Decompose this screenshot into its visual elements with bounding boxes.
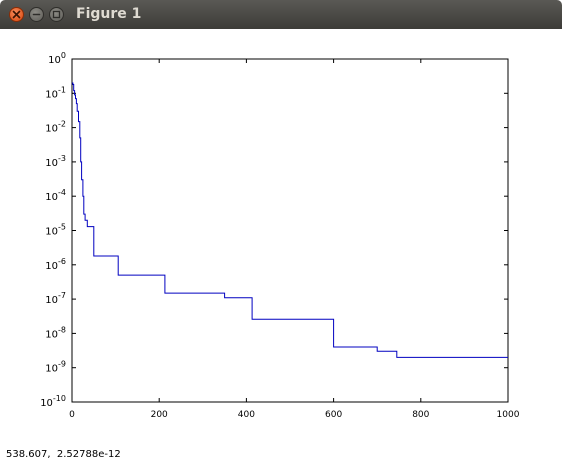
plot-canvas[interactable]: 0 200 400 600 800 1000 100 10-1 10-2 10-3 10-4 10-5…: [0, 29, 562, 447]
maximize-button[interactable]: [49, 7, 64, 22]
y-tick-label: 10-7: [45, 291, 66, 306]
y-tick-label: 10-10: [40, 394, 66, 409]
y-tick-label: 100: [48, 51, 66, 66]
x-tick-label: 400: [238, 410, 255, 420]
close-icon: [12, 10, 21, 19]
title-bar[interactable]: Figure 1: [0, 0, 562, 29]
x-tick-label: 1000: [497, 410, 520, 420]
y-tick-label: 10-9: [45, 360, 66, 375]
y-tick-label: 10-5: [45, 223, 66, 238]
window-title: Figure 1: [76, 6, 142, 22]
minimize-icon: [32, 10, 41, 19]
x-tick-label: 800: [412, 410, 429, 420]
close-button[interactable]: [9, 7, 24, 22]
minimize-button[interactable]: [29, 7, 44, 22]
x-tick-label: 0: [69, 410, 75, 420]
x-tick-label: 200: [151, 410, 168, 420]
y-tick-label: 10-3: [45, 154, 66, 169]
y-tick-label: 10-6: [45, 257, 66, 272]
y-tick-label: 10-8: [45, 325, 66, 340]
coordinate-readout: 538.607, 2.52788e-12: [6, 449, 121, 460]
y-tick-label: 10-4: [45, 188, 66, 203]
maximize-icon: [52, 10, 61, 19]
y-tick-label: 10-2: [45, 120, 66, 135]
series-line: [72, 82, 508, 358]
axes-frame: [71, 58, 509, 403]
x-tick-label: 600: [325, 410, 342, 420]
y-tick-label: 10-1: [45, 85, 66, 100]
